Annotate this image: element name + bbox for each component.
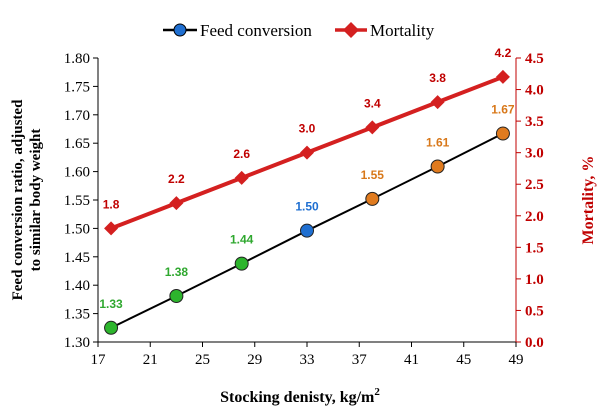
right-tick-label: 0.5 <box>525 303 544 319</box>
feed-conversion-point <box>495 126 510 141</box>
feed-conversion-data-label: 1.61 <box>426 135 450 149</box>
feed-conversion-data-label: 1.38 <box>165 265 189 279</box>
x-tick-label: 49 <box>509 352 524 368</box>
x-tick-label: 29 <box>247 352 262 368</box>
legend-mortality-label: Mortality <box>370 21 435 40</box>
feed-conversion-point <box>234 256 249 271</box>
left-tick-label: 1.55 <box>64 193 90 209</box>
x-tick-label: 21 <box>143 352 158 368</box>
left-tick-label: 1.65 <box>64 136 90 152</box>
right-tick-label: 3.0 <box>525 146 544 162</box>
mortality-point <box>104 221 119 236</box>
mortality-point <box>234 170 249 185</box>
feed-conversion-point <box>365 191 380 206</box>
feed-conversion-data-label: 1.33 <box>99 297 123 311</box>
left-axis-title-line2: to similar body weight <box>28 129 44 272</box>
left-tick-label: 1.35 <box>64 307 90 323</box>
left-tick-label: 1.45 <box>64 250 90 266</box>
legend-mortality-marker <box>343 22 359 38</box>
x-tick-label: 17 <box>91 352 107 368</box>
right-tick-label: 2.5 <box>525 177 544 193</box>
mortality-data-label: 1.8 <box>103 197 120 211</box>
x-axis-title: Stocking denisty, kg/m2 <box>220 386 380 406</box>
mortality-point <box>300 145 314 160</box>
mortality-data-label: 2.6 <box>233 147 250 161</box>
left-axis-title-line1: Feed conversion ratio, adjusted <box>10 99 26 300</box>
right-tick-label: 3.5 <box>525 114 544 130</box>
feed-conversion-series: 1.33 1.38 1.44 1.50 1.55 1.61 1.67 <box>99 103 515 335</box>
mortality-data-label: 3.4 <box>364 96 381 110</box>
mortality-data-label: 3.0 <box>299 122 316 136</box>
feed-conversion-data-label: 1.44 <box>230 233 254 247</box>
x-tick-label: 25 <box>195 352 210 368</box>
mortality-point <box>495 69 510 84</box>
x-tick-label: 33 <box>300 352 315 368</box>
feed-conversion-point <box>104 320 119 335</box>
right-tick-label: 1.5 <box>525 240 544 256</box>
mortality-data-label: 2.2 <box>168 172 185 186</box>
x-tick-label: 45 <box>456 352 471 368</box>
legend-feed-conversion-marker <box>173 23 187 37</box>
left-tick-label: 1.50 <box>64 221 90 237</box>
right-axis-ticks: 0.0 0.5 1.0 1.5 2.0 2.5 3.0 3.5 4.0 4.5 <box>516 51 544 351</box>
right-tick-label: 2.0 <box>525 209 544 225</box>
feed-conversion-data-label: 1.55 <box>361 168 385 182</box>
x-axis-title-superscript: 2 <box>374 386 380 398</box>
left-tick-label: 1.70 <box>64 108 90 124</box>
feed-conversion-data-label: 1.67 <box>491 103 515 117</box>
x-axis-ticks: 17 21 25 29 33 37 41 45 49 <box>91 342 524 368</box>
mortality-point <box>430 95 445 110</box>
mortality-data-label: 4.2 <box>495 46 512 60</box>
mortality-point <box>365 120 380 135</box>
left-tick-label: 1.75 <box>64 79 90 95</box>
left-axis-ticks: 1.30 1.35 1.40 1.45 1.50 1.55 1.60 1.65 1.70 1.75… <box>64 51 98 351</box>
feed-conversion-point <box>430 159 445 174</box>
x-tick-label: 37 <box>352 352 368 368</box>
right-tick-label: 4.5 <box>525 51 544 67</box>
legend: Feed conversion Mortality <box>163 21 435 40</box>
mortality-data-label: 3.8 <box>429 71 446 85</box>
mortality-point <box>169 196 184 211</box>
right-tick-label: 1.0 <box>525 272 544 288</box>
left-tick-label: 1.30 <box>64 335 90 351</box>
legend-feed-conversion-label: Feed conversion <box>200 21 312 40</box>
mortality-series: 1.8 2.2 2.6 3.0 3.4 3.8 4.2 <box>103 46 512 236</box>
right-axis-title: Mortality, % <box>580 156 597 245</box>
left-tick-label: 1.60 <box>64 165 90 181</box>
x-tick-label: 41 <box>404 352 419 368</box>
right-tick-label: 0.0 <box>525 335 544 351</box>
right-tick-label: 4.0 <box>525 83 544 99</box>
feed-conversion-data-label: 1.50 <box>295 200 319 214</box>
feed-conversion-point <box>169 288 184 303</box>
feed-conversion-point <box>300 223 314 238</box>
left-tick-label: 1.40 <box>64 278 90 294</box>
x-axis-title-text: Stocking denisty, kg/m <box>220 389 375 406</box>
left-tick-label: 1.80 <box>64 51 90 67</box>
